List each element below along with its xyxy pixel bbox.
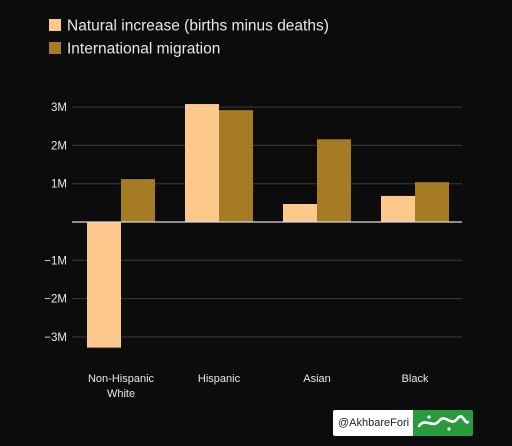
bar-1-3: [415, 182, 449, 222]
bar-0-3: [381, 195, 415, 222]
y-tick-label-0: 3M: [51, 102, 67, 114]
y-tick-label-4: −2M: [44, 294, 67, 306]
legend: Natural increase (births minus deaths) In…: [49, 18, 329, 58]
category-label-2-0: Asian: [303, 373, 331, 385]
bar-0-0: [87, 222, 121, 348]
watermark: @AkhbareFori: [333, 410, 473, 436]
khabar-fori-logo-icon: [413, 410, 473, 436]
legend-label-1: International migration: [67, 41, 220, 58]
category-labels: Non-Hispanic White Hispanic Asian Black: [88, 373, 429, 400]
bars: [87, 104, 449, 348]
bar-1-0: [121, 179, 155, 222]
category-label-3-0: Black: [402, 373, 429, 385]
bar-1-1: [219, 110, 253, 222]
legend-label-0: Natural increase (births minus deaths): [67, 18, 329, 35]
legend-swatch-1: [49, 42, 61, 54]
category-label-1-0: Hispanic: [198, 373, 241, 385]
legend-swatch-0: [49, 19, 61, 31]
watermark-handle: @AkhbareFori: [333, 410, 414, 436]
bar-0-2: [283, 203, 317, 222]
bar-0-1: [185, 104, 219, 222]
y-tick-label-5: −3M: [44, 332, 67, 344]
category-label-0-1: White: [107, 388, 135, 400]
category-label-0-0: Non-Hispanic: [88, 373, 155, 385]
bar-1-2: [317, 139, 351, 222]
y-tick-label-3: −1M: [44, 255, 67, 267]
y-tick-label-1: 2M: [51, 140, 67, 152]
y-tick-label-2: 1M: [51, 179, 67, 191]
y-axis-ticks: 3M 2M 1M −1M −2M −3M: [44, 102, 67, 344]
